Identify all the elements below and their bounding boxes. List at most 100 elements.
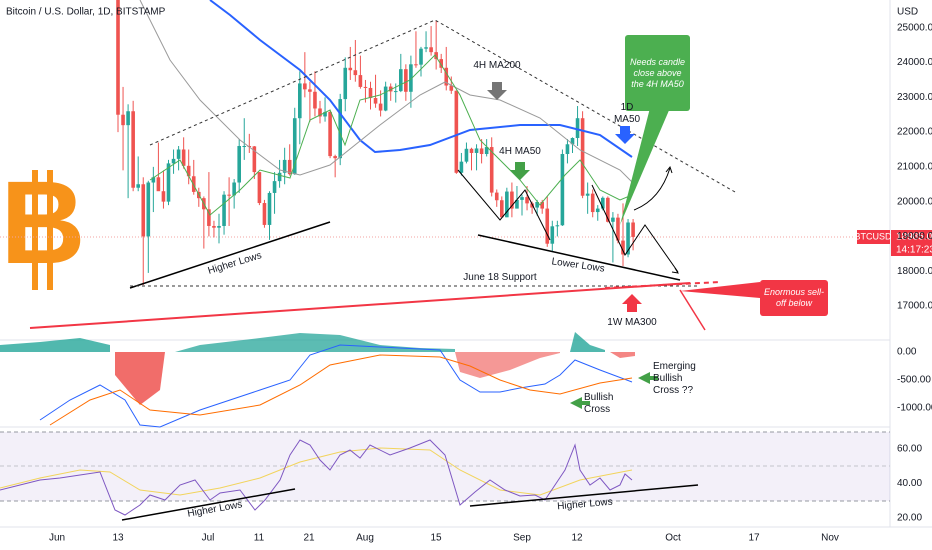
x-tick-label: 21 — [303, 533, 315, 544]
signal-line — [49, 354, 633, 426]
annotation: June 18 Support — [463, 272, 537, 283]
callout-text: Enormous sell-off below — [763, 287, 825, 308]
candle-body — [580, 118, 585, 196]
candle-body — [505, 191, 509, 218]
candle-body — [232, 182, 236, 196]
candle-body — [434, 52, 438, 60]
candle-body — [555, 225, 560, 227]
logo: B — [0, 157, 85, 289]
candle-body — [560, 154, 565, 226]
candle-body — [141, 184, 146, 237]
y-tick-label: -1000.00 — [897, 403, 932, 414]
candle-body — [161, 191, 166, 202]
candle-body — [545, 208, 550, 244]
candle-body — [126, 111, 130, 126]
candle-body — [156, 177, 161, 192]
y-tick-label: 20.00 — [897, 513, 922, 524]
trendline — [121, 488, 296, 521]
x-tick-label: Jul — [202, 533, 215, 544]
candle-body — [292, 118, 297, 175]
candle-body — [535, 201, 539, 208]
macd-histogram — [570, 332, 605, 352]
candle-body — [595, 208, 600, 213]
price-tag — [891, 230, 932, 256]
callout-text: Needs candle close above the 4H MA50 — [629, 56, 686, 89]
annotation: Emerging Bullish Cross ?? — [653, 361, 696, 396]
x-tick-label: 17 — [748, 533, 760, 544]
candle-body — [272, 181, 277, 193]
candle-body — [444, 67, 449, 86]
candle-body — [363, 86, 368, 88]
callout-tail — [680, 282, 760, 298]
candle-body — [575, 118, 580, 139]
candle-body — [459, 161, 464, 173]
projection — [633, 167, 671, 211]
candle-body — [323, 111, 327, 117]
candle-body — [373, 98, 378, 104]
y-tick-label: 20000.00 — [897, 196, 932, 207]
y-tick-label: 24000.00 — [897, 57, 932, 68]
candle-body — [424, 47, 428, 49]
x-tick-label: 15 — [430, 533, 442, 544]
candle-body — [590, 193, 595, 213]
candle-body — [520, 197, 524, 200]
annotation: 4H MA50 — [499, 146, 541, 157]
annotation: Bullish Cross — [584, 392, 614, 415]
ma-4h-200 — [139, 0, 633, 183]
candle-body — [242, 146, 247, 148]
arrow-down — [487, 82, 507, 100]
candle-body — [540, 201, 544, 209]
candle-body — [454, 90, 459, 173]
zigzag — [457, 169, 551, 241]
candle-body — [449, 85, 454, 91]
candle-body — [484, 147, 489, 155]
candle-body — [611, 217, 615, 222]
y-tick-label: 0.00 — [897, 347, 917, 358]
y-tick-label: -500.00 — [897, 375, 931, 386]
x-tick-label: 11 — [254, 533, 265, 544]
x-tick-label: Aug — [356, 533, 374, 544]
candle-body — [525, 197, 529, 204]
y-tick-label: 21000.00 — [897, 162, 932, 173]
candle-body — [252, 146, 257, 173]
annotation: 1W MA300 — [607, 317, 657, 328]
candle-body — [191, 176, 196, 192]
candle-body — [616, 217, 620, 241]
candle-body — [515, 199, 519, 209]
candle-body — [166, 163, 171, 202]
candle-body — [474, 148, 479, 153]
candle-body — [510, 191, 514, 209]
candle-body — [181, 149, 186, 166]
y-tick-label: 60.00 — [897, 444, 922, 455]
candle-body — [631, 222, 635, 237]
trendline — [469, 484, 699, 507]
candle-body — [121, 114, 125, 126]
candle-body — [570, 138, 575, 145]
candle-body — [146, 182, 151, 237]
arrow-left — [638, 372, 658, 384]
annotation: 1D MA50 — [613, 102, 641, 125]
candle-body — [601, 197, 605, 209]
candle-body — [606, 197, 610, 222]
annotation: 4H MA200 — [473, 60, 521, 71]
candle-body — [439, 59, 443, 68]
candle-body — [489, 147, 494, 193]
ma-1w-300 — [29, 282, 691, 329]
ma-1d-50 — [209, 0, 633, 158]
trendline — [477, 234, 681, 281]
rsi-line — [0, 439, 633, 516]
candle-body — [116, 0, 120, 115]
candle-body — [343, 67, 348, 100]
candle-body — [429, 47, 433, 53]
x-tick-label: Oct — [665, 533, 681, 544]
candle-body — [257, 172, 262, 204]
callout-tail — [620, 108, 670, 225]
candle-body — [626, 222, 630, 255]
x-tick-label: Jun — [49, 533, 65, 544]
candle-body — [378, 103, 383, 111]
candle-body — [262, 203, 267, 225]
candle-body — [399, 69, 403, 92]
candle-body — [585, 193, 590, 196]
callout-box — [760, 280, 828, 316]
